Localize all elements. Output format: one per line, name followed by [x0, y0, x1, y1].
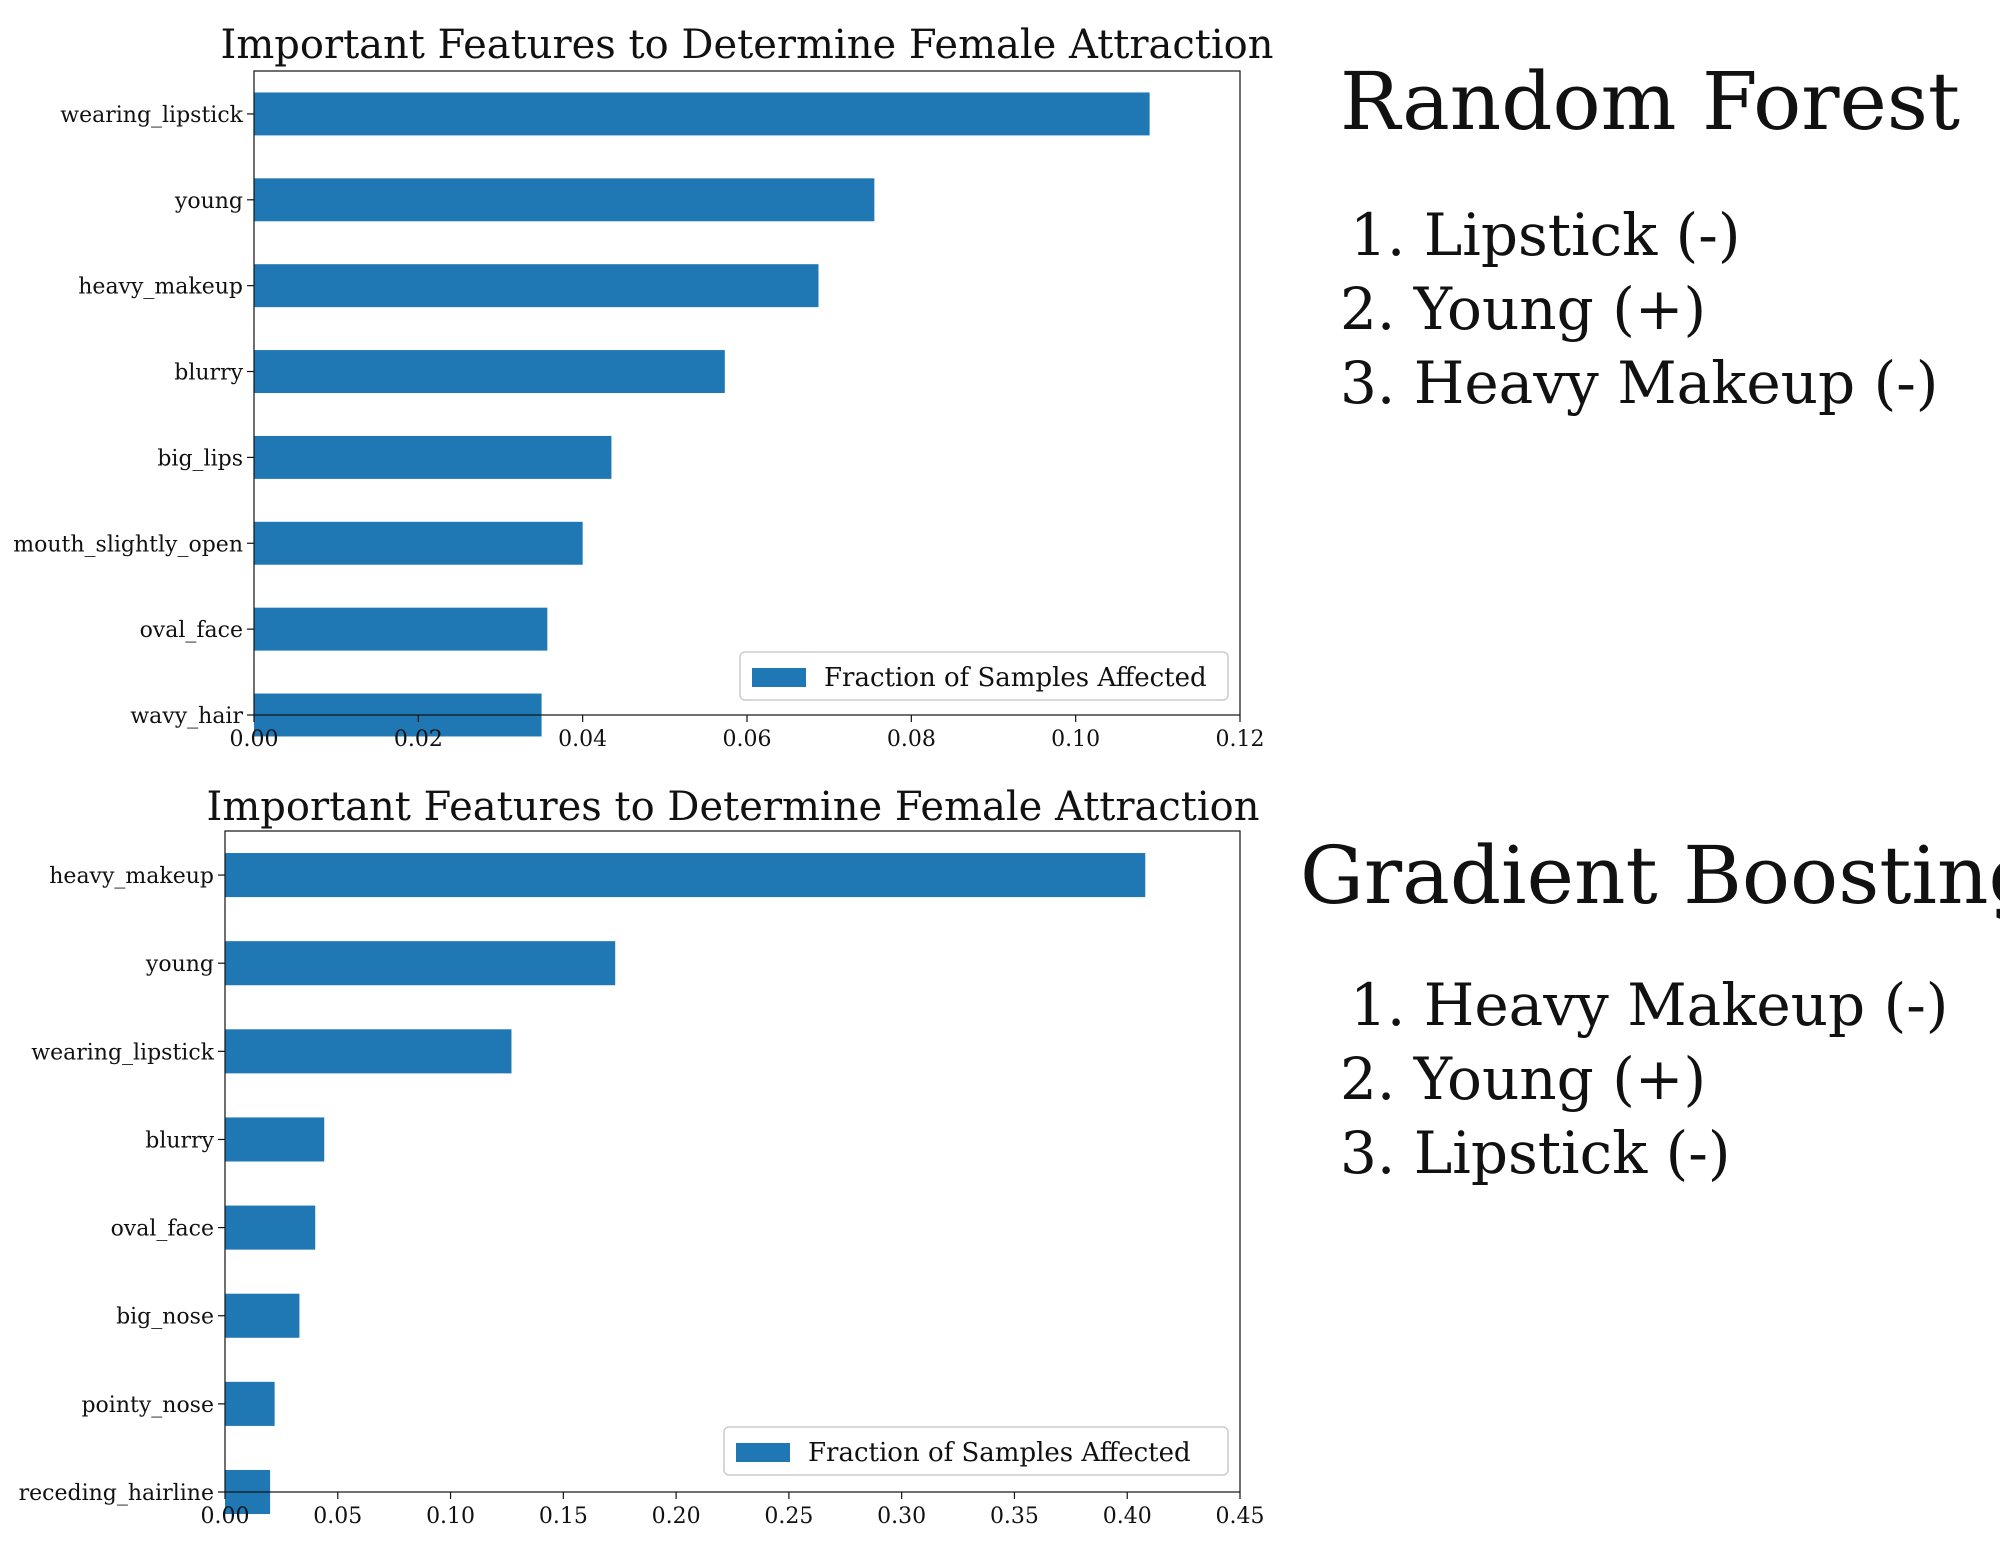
y-tick-label: young [145, 952, 214, 977]
ranking-item: 1. Lipstick (-) [1350, 201, 1741, 269]
y-tick-label: big_nose [116, 1305, 214, 1330]
bar-blurry [254, 350, 725, 393]
bar-heavy_makeup [254, 264, 819, 308]
legend-label: Fraction of Samples Affected [808, 1438, 1191, 1468]
x-tick-label: 0.00 [230, 727, 279, 752]
x-tick-label: 0.30 [877, 1504, 926, 1529]
ranking-item: 2. Young (+) [1340, 1045, 1707, 1113]
bar-oval_face [254, 607, 548, 651]
x-tick-label: 0.06 [723, 727, 772, 752]
chart-title: Important Features to Determine Female A… [207, 784, 1260, 830]
x-tick-label: 0.10 [426, 1504, 475, 1529]
y-tick-label: young [174, 189, 243, 214]
bar-young [254, 178, 875, 222]
y-tick-label: blurry [174, 361, 243, 386]
legend-box [739, 651, 1229, 701]
y-tick-label: oval_face [111, 1217, 214, 1242]
y-tick-label: wavy_hair [130, 704, 243, 729]
x-tick-label: 0.40 [1103, 1504, 1152, 1529]
bar-oval_face [225, 1205, 316, 1250]
x-tick-label: 0.45 [1216, 1504, 1265, 1529]
x-tick-label: 0.25 [764, 1504, 813, 1529]
x-tick-label: 0.10 [1051, 727, 1100, 752]
y-tick-label: blurry [145, 1128, 214, 1153]
y-tick-label: receding_hairline [19, 1481, 214, 1506]
y-tick-label: heavy_makeup [49, 864, 214, 889]
x-tick-label: 0.20 [652, 1504, 701, 1529]
random-forest-panel: Random Forest 1. Lipstick (-) 2. Young (… [1340, 62, 1960, 420]
x-tick-label: 0.12 [1216, 727, 1265, 752]
x-tick-label: 0.04 [558, 727, 607, 752]
y-tick-label: heavy_makeup [78, 275, 243, 300]
bar-wearing_lipstick [254, 92, 1150, 136]
gradient-boosting-chart: Important Features to Determine Female A… [19, 784, 1265, 1529]
chart-legend: Fraction of Samples Affected [723, 1426, 1229, 1476]
ranking-item: 2. Young (+) [1340, 275, 1707, 343]
x-tick-label: 0.35 [990, 1504, 1039, 1529]
bar-big_lips [254, 435, 612, 479]
y-tick-label: big_lips [157, 446, 243, 471]
y-tick-label: wearing_lipstick [31, 1040, 214, 1065]
y-tick-label: oval_face [140, 618, 243, 643]
bar-pointy_nose [225, 1381, 275, 1426]
random-forest-heading: Random Forest [1340, 55, 1961, 148]
bar-blurry [225, 1117, 325, 1162]
bar-mouth_slightly_open [254, 521, 583, 565]
y-tick-label: pointy_nose [81, 1393, 214, 1418]
x-tick-label: 0.00 [201, 1504, 250, 1529]
chart-title: Important Features to Determine Female A… [221, 22, 1274, 68]
legend-swatch [736, 1443, 790, 1462]
random-forest-chart: Important Features to Determine Female A… [13, 22, 1273, 752]
gradient-boosting-panel: Gradient Boosting 1. Heavy Makeup (-) 2.… [1300, 836, 2000, 1190]
x-tick-label: 0.05 [313, 1504, 362, 1529]
ranking-item: 1. Heavy Makeup (-) [1350, 971, 1949, 1039]
x-tick-label: 0.15 [539, 1504, 588, 1529]
legend-swatch [752, 668, 806, 687]
x-tick-label: 0.08 [887, 727, 936, 752]
bar-big_nose [225, 1293, 300, 1338]
bar-young [225, 941, 616, 986]
x-tick-label: 0.02 [394, 727, 443, 752]
gradient-boosting-ranking: 1. Heavy Makeup (-) 2. Young (+) 3. Lips… [1340, 968, 2000, 1190]
bar-wearing_lipstick [225, 1029, 512, 1074]
legend-box [723, 1426, 1229, 1476]
y-tick-label: mouth_slightly_open [13, 532, 243, 557]
y-tick-label: wearing_lipstick [60, 103, 243, 128]
chart-legend: Fraction of Samples Affected [739, 651, 1229, 701]
legend-label: Fraction of Samples Affected [824, 663, 1207, 693]
ranking-item: 3. Heavy Makeup (-) [1340, 349, 1939, 417]
gradient-boosting-heading: Gradient Boosting [1300, 829, 2000, 922]
random-forest-ranking: 1. Lipstick (-) 2. Young (+) 3. Heavy Ma… [1340, 198, 1960, 420]
ranking-item: 3. Lipstick (-) [1340, 1119, 1731, 1187]
bar-heavy_makeup [225, 853, 1146, 898]
plot-frame [224, 830, 1241, 1493]
